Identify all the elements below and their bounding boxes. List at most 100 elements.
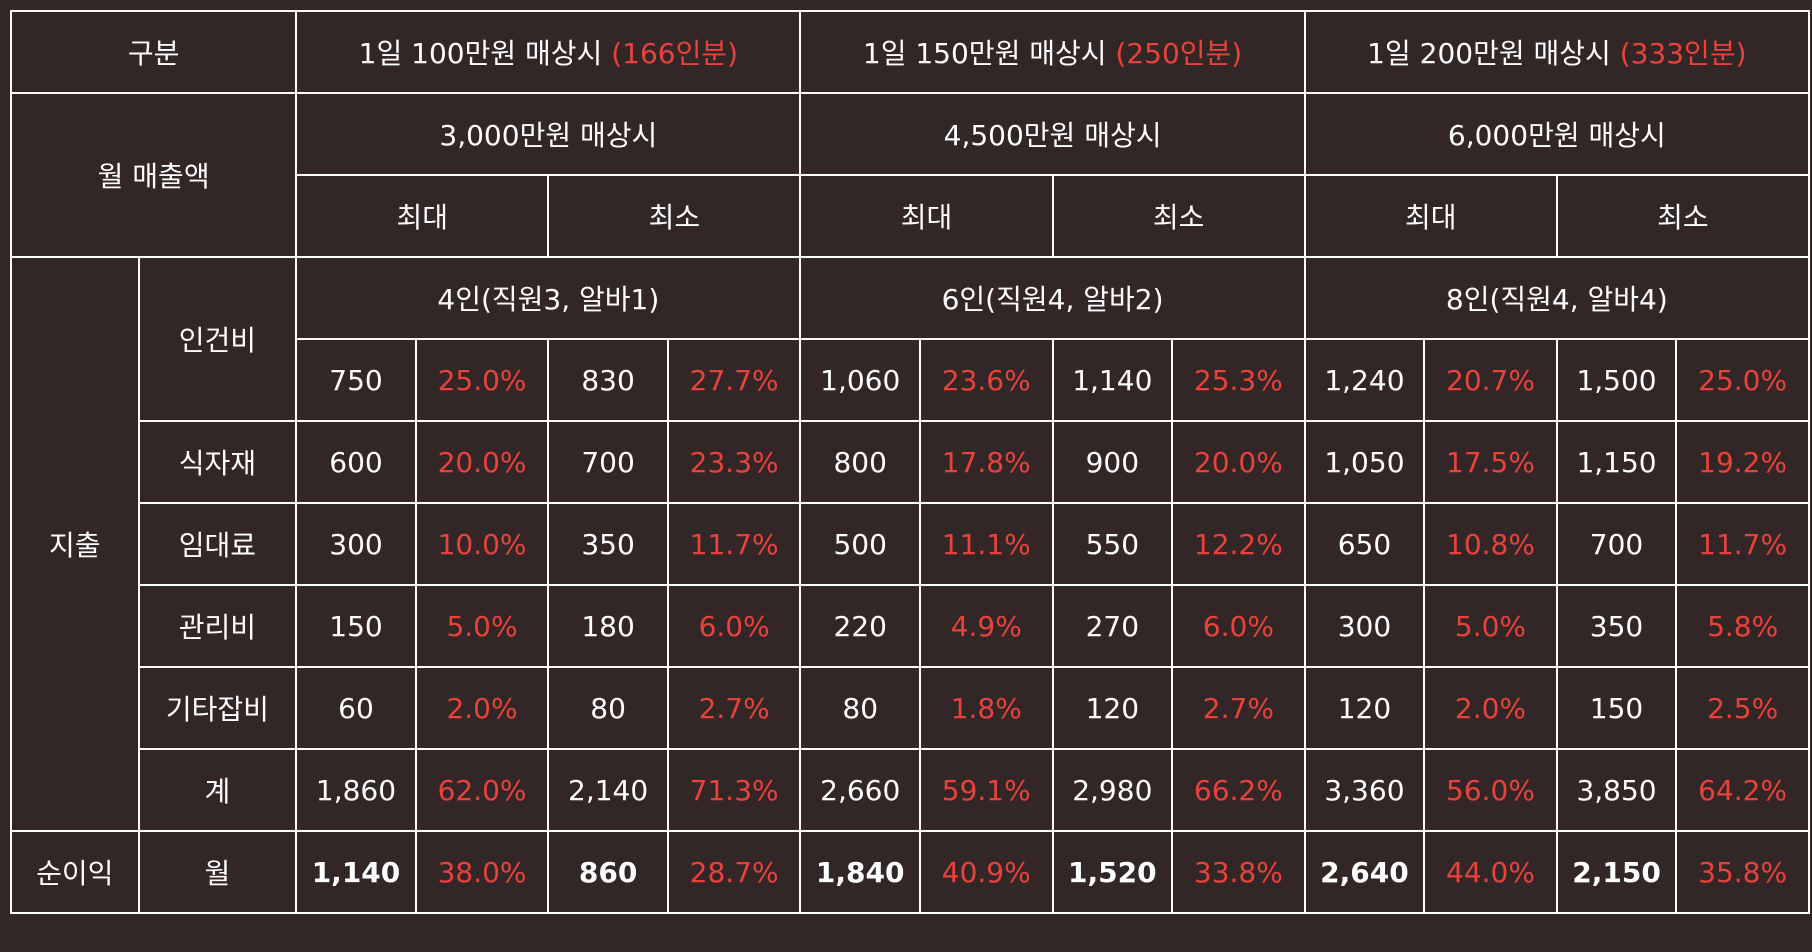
cost-table-wrapper: 구분 1일 100만원 매상시 (166인분) 1일 150만원 매상시 (25…: [9, 10, 1811, 914]
amount-cell: 900: [1051, 420, 1174, 504]
amount-cell: 1,520: [1051, 830, 1174, 914]
monthly-sales-value: 6,000만원 매상시: [1303, 92, 1811, 176]
amount-cell: 750: [295, 338, 417, 422]
amount-cell: 180: [547, 584, 669, 668]
scenario-note: (250인분): [1115, 37, 1243, 70]
expense-row: 관리비 150 5.0% 180 6.0% 220 4.9% 270 6.0% 300 5.0% 3…: [11, 584, 1810, 668]
staffing-cell: 6인(직원4, 알바2): [799, 256, 1306, 340]
labor-values-row: 750 25.0% 830 27.7% 1,060 23.6% 1,140 25.3% 1,24…: [11, 338, 1810, 422]
percent-cell: 19.2%: [1675, 420, 1810, 504]
expense-label: 관리비: [137, 584, 298, 668]
amount-cell: 3,360: [1303, 748, 1426, 832]
percent-cell: 23.3%: [666, 420, 802, 504]
scenario-header-2: 1일 150만원 매상시 (250인분): [799, 10, 1306, 94]
percent-cell: 71.3%: [666, 748, 802, 832]
max-label: 최대: [295, 174, 550, 258]
staffing-row: 지출 인건비 4인(직원3, 알바1) 6인(직원4, 알바2) 8인(직원4,…: [10, 256, 1811, 832]
amount-cell: 120: [1303, 666, 1426, 750]
monthly-sales-value: 4,500만원 매상시: [799, 92, 1306, 176]
percent-cell: 11.7%: [1675, 502, 1810, 586]
percent-cell: 33.8%: [1171, 830, 1306, 914]
net-profit-period: 월: [137, 830, 298, 914]
percent-cell: 11.1%: [918, 502, 1054, 586]
percent-cell: 5.0%: [1423, 584, 1558, 668]
percent-cell: 44.0%: [1423, 830, 1558, 914]
min-label: 최소: [547, 174, 802, 258]
amount-cell: 2,660: [799, 748, 921, 832]
percent-cell: 35.8%: [1675, 830, 1810, 914]
expense-label: 임대료: [137, 502, 298, 586]
percent-cell: 4.9%: [918, 584, 1054, 668]
amount-cell: 700: [1555, 502, 1678, 586]
amount-cell: 2,150: [1555, 830, 1678, 914]
percent-cell: 20.7%: [1423, 338, 1558, 422]
header-row: 구분 1일 100만원 매상시 (166인분) 1일 150만원 매상시 (25…: [9, 10, 1811, 94]
amount-cell: 550: [1051, 502, 1174, 586]
monthly-sales-row: 월 매출액 3,000만원 매상시 4,500만원 매상시 6,000만원 매상…: [9, 92, 1811, 258]
expense-total-row: 계 1,860 62.0% 2,140 71.3% 2,660 59.1% 2,980 66.…: [11, 748, 1810, 832]
max-label: 최대: [799, 174, 1054, 258]
amount-cell: 60: [295, 666, 417, 750]
min-label: 최소: [1051, 174, 1306, 258]
monthly-sales-label: 월 매출액: [9, 92, 298, 258]
scenario-header-3: 1일 200만원 매상시 (333인분): [1303, 10, 1811, 94]
amount-cell: 300: [295, 502, 417, 586]
labor-cost-label: 인건비: [137, 256, 298, 422]
expenses-label: 지출: [10, 256, 140, 832]
percent-cell: 20.0%: [1171, 420, 1306, 504]
amount-cell: 2,640: [1303, 830, 1426, 914]
amount-cell: 2,980: [1051, 748, 1174, 832]
percent-cell: 5.0%: [414, 584, 550, 668]
expense-row: 기타잡비 60 2.0% 80 2.7% 80 1.8% 120 2.7% 120 2.0% 150…: [11, 666, 1810, 750]
percent-cell: 25.3%: [1171, 338, 1306, 422]
percent-cell: 12.2%: [1171, 502, 1306, 586]
scenario-note: (333인분): [1619, 37, 1747, 70]
percent-cell: 66.2%: [1171, 748, 1306, 832]
percent-cell: 56.0%: [1423, 748, 1558, 832]
amount-cell: 3,850: [1555, 748, 1678, 832]
staffing-cell: 8인(직원4, 알바4): [1303, 256, 1811, 340]
scenario-note: (166인분): [611, 37, 739, 70]
amount-cell: 220: [799, 584, 921, 668]
percent-cell: 10.8%: [1423, 502, 1558, 586]
max-min-row: 최대 최소 최대 최소 최대 최소: [11, 174, 1811, 258]
percent-cell: 23.6%: [918, 338, 1054, 422]
monthly-sales-value: 3,000만원 매상시: [295, 92, 802, 176]
amount-cell: 1,240: [1303, 338, 1426, 422]
staffing-cell: 4인(직원3, 알바1): [295, 256, 802, 340]
percent-cell: 1.8%: [918, 666, 1054, 750]
percent-cell: 6.0%: [1171, 584, 1306, 668]
percent-cell: 40.9%: [918, 830, 1054, 914]
amount-cell: 500: [799, 502, 921, 586]
amount-cell: 120: [1051, 666, 1174, 750]
percent-cell: 17.5%: [1423, 420, 1558, 504]
expense-label: 기타잡비: [137, 666, 298, 750]
percent-cell: 2.0%: [1423, 666, 1558, 750]
amount-cell: 80: [547, 666, 669, 750]
amount-cell: 350: [1555, 584, 1678, 668]
percent-cell: 2.5%: [1675, 666, 1810, 750]
amount-cell: 800: [799, 420, 921, 504]
amount-cell: 80: [799, 666, 921, 750]
amount-cell: 1,150: [1555, 420, 1678, 504]
percent-cell: 2.7%: [1171, 666, 1306, 750]
percent-cell: 62.0%: [414, 748, 550, 832]
percent-cell: 20.0%: [414, 420, 550, 504]
scenario-header-1: 1일 100만원 매상시 (166인분): [295, 10, 802, 94]
percent-cell: 38.0%: [414, 830, 550, 914]
percent-cell: 25.0%: [414, 338, 550, 422]
percent-cell: 59.1%: [918, 748, 1054, 832]
percent-cell: 2.7%: [666, 666, 802, 750]
percent-cell: 28.7%: [666, 830, 802, 914]
amount-cell: 830: [547, 338, 669, 422]
amount-cell: 1,140: [295, 830, 417, 914]
amount-cell: 350: [547, 502, 669, 586]
amount-cell: 1,140: [1051, 338, 1174, 422]
percent-cell: 2.0%: [414, 666, 550, 750]
percent-cell: 64.2%: [1675, 748, 1810, 832]
percent-cell: 10.0%: [414, 502, 550, 586]
amount-cell: 150: [1555, 666, 1678, 750]
amount-cell: 2,140: [547, 748, 669, 832]
amount-cell: 270: [1051, 584, 1174, 668]
scenario-label: 1일 200만원 매상시: [1367, 37, 1611, 70]
